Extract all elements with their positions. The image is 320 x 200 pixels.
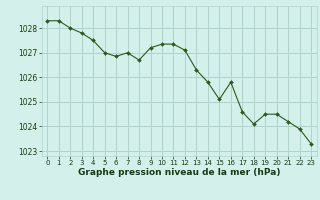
X-axis label: Graphe pression niveau de la mer (hPa): Graphe pression niveau de la mer (hPa) — [78, 168, 280, 177]
